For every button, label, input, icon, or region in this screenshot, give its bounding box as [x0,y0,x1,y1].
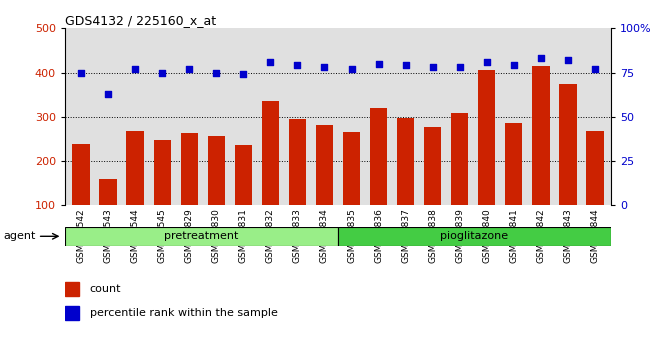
Bar [343,132,360,205]
Point [157,70,168,75]
Point [265,59,276,65]
Bar [532,66,549,205]
Point [238,72,248,77]
Bar [370,108,387,205]
Bar [559,84,577,205]
Bar [99,179,117,205]
Bar [586,131,604,205]
Point [482,59,492,65]
Point [103,91,114,97]
Point [211,70,222,75]
Text: percentile rank within the sample: percentile rank within the sample [90,308,278,318]
Bar [478,70,495,205]
Point [536,56,546,61]
Bar [153,140,171,205]
Text: count: count [90,284,121,294]
Point [319,64,330,70]
Text: pioglitazone: pioglitazone [441,231,508,241]
Text: agent: agent [3,231,36,241]
Bar [65,227,338,246]
Point [373,61,384,67]
Bar [338,227,611,246]
Bar [316,125,333,205]
Point [428,64,438,70]
Bar [235,145,252,205]
Bar [451,113,469,205]
Point [400,63,411,68]
Point [508,63,519,68]
Bar [72,144,90,205]
Point [346,66,357,72]
Bar [262,101,279,205]
Bar [505,124,523,205]
Bar [127,131,144,205]
Bar [424,127,441,205]
Bar [181,133,198,205]
Bar [289,119,306,205]
Point [76,70,86,75]
Bar [207,136,225,205]
Point [130,66,140,72]
Bar [65,282,79,297]
Text: pretreatment: pretreatment [164,231,239,241]
Point [184,66,194,72]
Point [454,64,465,70]
Bar [396,118,414,205]
Point [590,66,600,72]
Bar [65,306,79,320]
Point [562,57,573,63]
Text: GDS4132 / 225160_x_at: GDS4132 / 225160_x_at [65,14,216,27]
Point [292,63,303,68]
